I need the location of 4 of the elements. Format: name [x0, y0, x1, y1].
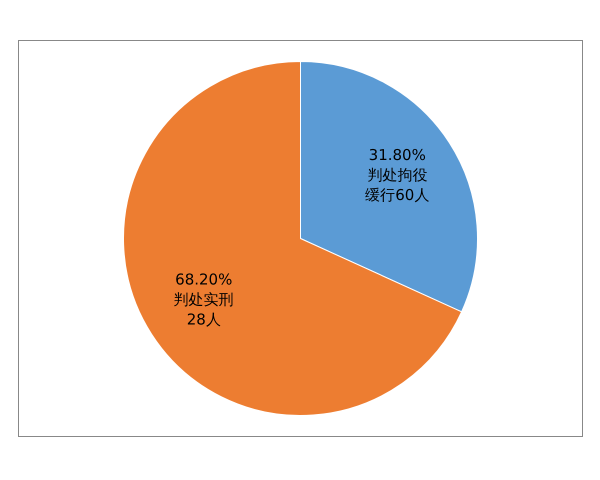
data-label: 31.80% [368, 146, 426, 164]
slice-label: 判处实刑28人 [174, 290, 234, 329]
slice-label: 判处拘役缓行60人 [365, 166, 430, 204]
data-label: 68.20% [175, 270, 232, 289]
